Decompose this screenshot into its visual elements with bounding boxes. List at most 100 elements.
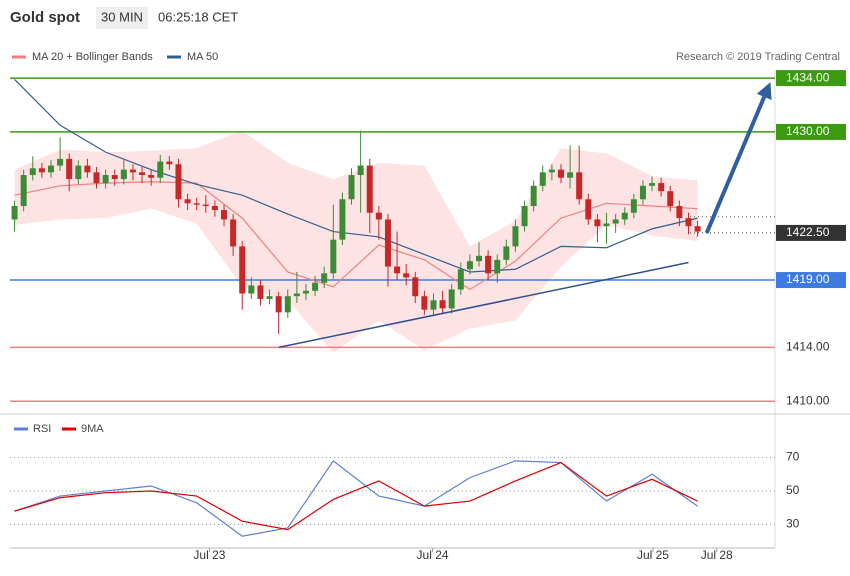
candle-body [366,165,373,213]
candle-body [339,199,346,240]
candle-body [494,259,501,274]
candle-body [512,226,519,247]
y-tick-label: 30 [786,517,800,531]
candle-body [384,219,391,267]
candle-body [621,212,628,220]
candle-body [403,273,410,278]
candle-body [521,205,528,227]
candle-body [157,161,164,178]
candle-body [57,158,64,166]
bollinger-band [14,130,698,353]
legend-label: MA 20 + Bollinger Bands [32,51,153,63]
candle-body [457,269,464,290]
candle-body [120,169,127,180]
x-tick-label: Jul 28 [701,548,733,562]
candle-body [357,165,364,176]
candle-body [293,293,300,297]
legend-label: RSI [33,423,51,435]
candle-body [676,205,683,219]
candle-body [448,289,455,309]
level-label-box [776,123,846,140]
candle-body [284,296,291,313]
level-label: 1434.00 [786,70,830,84]
level-label: 1414.00 [786,340,830,354]
x-tick-label: Jul 24 [417,548,449,562]
candle-body [139,172,146,176]
candle-body [594,219,601,227]
candle-body [639,185,646,200]
source: Research © 2019 Trading Central [676,51,840,63]
series-line [14,461,698,531]
y-tick-label: 50 [786,483,800,497]
candle-body [466,261,473,270]
candle-body [230,219,237,247]
candle-body [29,168,36,176]
candle-body [312,282,319,291]
candle-body [603,223,610,227]
legend-label: MA 50 [187,51,218,63]
candle-body [166,161,173,165]
candle-body [84,165,91,173]
candle-body [111,175,118,180]
candle-body [530,185,537,206]
chart-title: Gold spot [10,9,80,26]
candle-body [585,199,592,220]
candle-body [375,212,382,220]
time: 06:25:18 CET [158,9,238,24]
level-label-box [776,272,846,289]
series-line [14,459,698,537]
candle-body [266,296,273,299]
candle-body [321,273,328,283]
candle-body [649,183,656,186]
ma-line [14,79,698,273]
candle-body [412,277,419,297]
forecast-arrow-head [756,82,772,100]
candle-body [257,285,264,299]
candle-body [667,191,674,206]
candle-body [211,205,218,211]
candle-body [221,210,228,220]
candle-body [567,172,574,178]
candle-body [193,203,200,205]
candle-body [47,165,54,173]
ma-line [14,181,698,291]
x-tick-label: Jul 25 [637,548,669,562]
candle-body [330,239,337,274]
level-label: 1430.00 [786,124,830,138]
candle-body [576,172,583,200]
level-label-box [776,70,846,87]
legend-label: 9MA [81,423,104,435]
candle-body [394,266,401,274]
candle-body [476,255,483,262]
y-tick-label: 70 [786,450,800,464]
candle-body [20,175,27,206]
candle-body [557,169,564,178]
candle-body [503,246,510,260]
candle-body [175,164,182,200]
candle-body [248,285,255,294]
candle-body [348,175,355,200]
candle-body [11,205,18,220]
candle-body [184,199,191,204]
candle-body [66,158,73,180]
level-label-box [776,224,846,241]
level-label: 1422.50 [786,225,830,239]
x-tick-label: Jul 23 [193,548,225,562]
candle-body [485,255,492,274]
candle-body [548,169,555,173]
interval-box [96,7,148,29]
candle-body [439,300,446,309]
candle-body [302,290,309,294]
interval: 30 MIN [101,9,143,24]
candle-body [421,296,428,310]
candle-body [694,226,701,232]
level-label: 1410.00 [786,393,830,407]
candle-body [38,168,45,173]
candle-body [430,300,437,310]
candle-body [93,172,100,184]
candle-body [539,172,546,186]
candle-body [685,218,692,227]
forecast-arrow [704,96,767,234]
candle-body [630,199,637,213]
